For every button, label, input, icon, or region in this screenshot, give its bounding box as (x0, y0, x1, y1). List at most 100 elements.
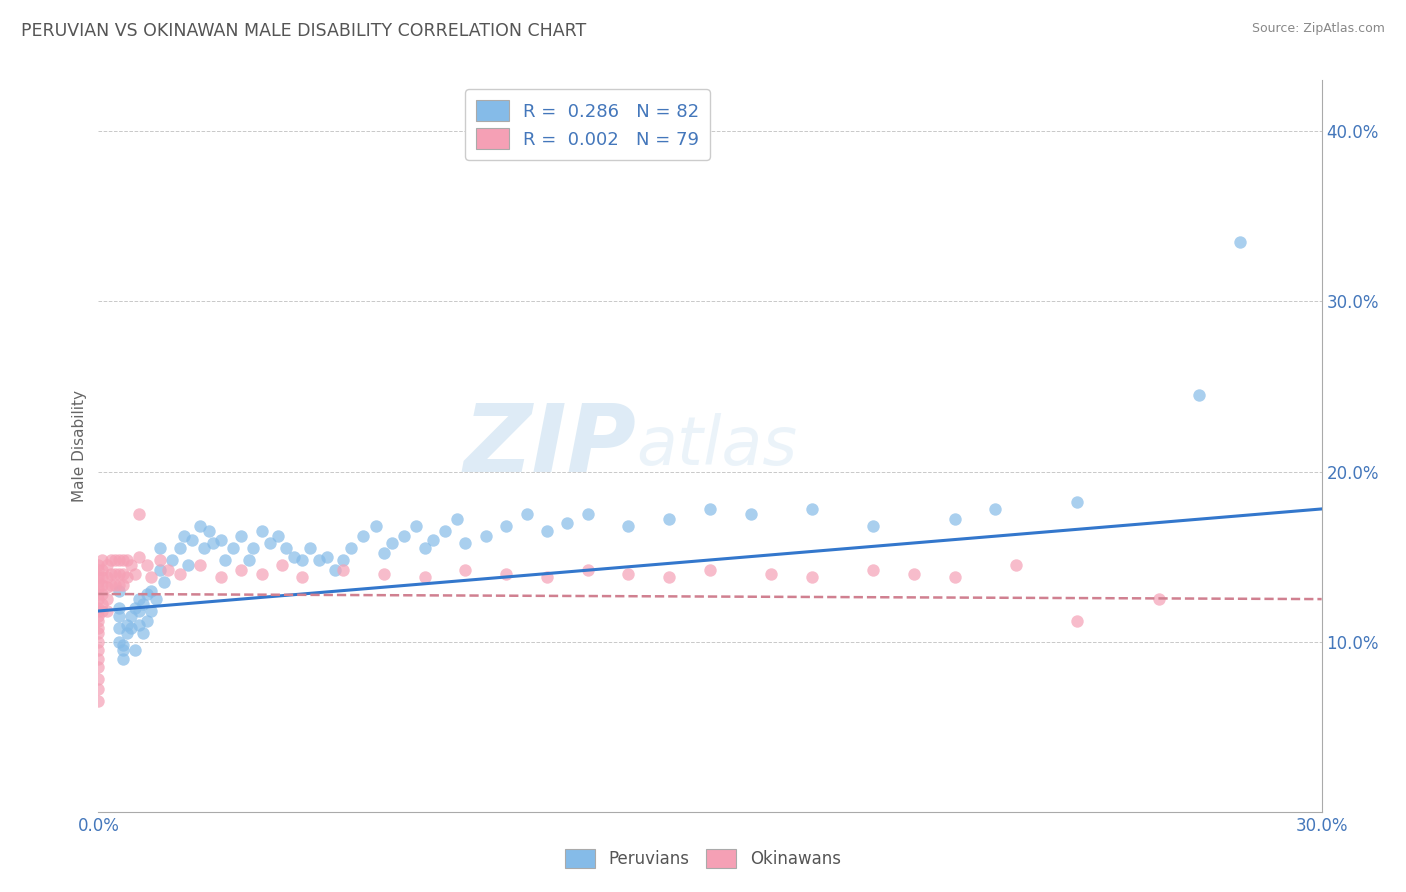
Point (136, 587, 159, 601)
Point (132, 597, 155, 611)
Point (128, 592, 150, 607)
Point (943, 512, 966, 526)
Point (903, 566, 925, 581)
Point (108, 553, 131, 567)
Point (115, 626, 138, 640)
Point (422, 533, 444, 547)
Point (87, 651, 110, 665)
Point (141, 604, 163, 618)
Point (454, 536, 477, 550)
Point (100, 578, 122, 592)
Point (576, 507, 599, 521)
Point (128, 507, 150, 521)
Point (201, 536, 224, 550)
Point (315, 549, 337, 564)
Point (231, 563, 253, 577)
Point (181, 533, 204, 547)
Point (259, 536, 281, 550)
Point (536, 524, 558, 538)
Point (87, 626, 110, 640)
Point (91, 553, 114, 567)
Point (108, 609, 131, 624)
Text: atlas: atlas (637, 413, 797, 479)
Point (87, 609, 110, 624)
Point (111, 553, 134, 567)
Text: Source: ZipAtlas.com: Source: ZipAtlas.com (1251, 22, 1385, 36)
Point (740, 507, 762, 521)
Point (111, 638, 134, 652)
Point (1066, 614, 1088, 628)
Point (801, 502, 824, 516)
Legend: Peruvians, Okinawans: Peruvians, Okinawans (558, 842, 848, 875)
Point (173, 529, 195, 543)
Point (413, 570, 436, 584)
Point (413, 541, 436, 555)
Point (283, 549, 305, 564)
Text: PERUVIAN VS OKINAWAN MALE DISABILITY CORRELATION CHART: PERUVIAN VS OKINAWAN MALE DISABILITY COR… (21, 22, 586, 40)
Point (862, 563, 884, 577)
Point (152, 575, 174, 590)
Point (434, 524, 457, 538)
Point (188, 558, 212, 572)
Point (87, 634, 110, 648)
Point (132, 626, 155, 640)
Point (516, 507, 538, 521)
Point (364, 519, 387, 533)
Point (454, 563, 477, 577)
Point (495, 566, 517, 581)
Point (160, 553, 183, 567)
Point (87, 621, 110, 635)
Point (104, 578, 127, 592)
Point (323, 563, 346, 577)
Point (141, 570, 163, 584)
Point (87, 563, 110, 577)
Point (1147, 592, 1170, 607)
Point (108, 578, 131, 592)
Point (87, 587, 110, 601)
Point (108, 634, 131, 648)
Point (291, 570, 314, 584)
Point (91, 578, 114, 592)
Point (188, 519, 212, 533)
Point (145, 592, 167, 607)
Point (149, 553, 172, 567)
Text: ZIP: ZIP (464, 400, 637, 492)
Point (177, 558, 200, 572)
Point (373, 546, 395, 560)
Point (87, 643, 110, 657)
Point (91, 604, 114, 618)
Point (658, 570, 681, 584)
Point (352, 529, 374, 543)
Point (120, 609, 142, 624)
Point (104, 553, 127, 567)
Point (108, 583, 131, 598)
Point (222, 541, 245, 555)
Point (141, 583, 163, 598)
Point (495, 519, 517, 533)
Point (136, 614, 159, 628)
Point (87, 694, 110, 708)
Point (91, 563, 114, 577)
Point (308, 553, 330, 567)
Point (699, 563, 721, 577)
Point (555, 516, 579, 530)
Point (87, 660, 110, 674)
Point (156, 563, 179, 577)
Point (238, 553, 260, 567)
Point (197, 524, 219, 538)
Point (761, 566, 783, 581)
Point (149, 563, 172, 577)
Point (124, 600, 146, 615)
Point (193, 541, 215, 555)
Point (1229, 235, 1251, 249)
Point (96, 592, 118, 607)
Point (270, 558, 294, 572)
Point (373, 566, 395, 581)
Point (242, 541, 264, 555)
Point (87, 580, 110, 594)
Point (943, 570, 966, 584)
Point (209, 533, 232, 547)
Point (120, 558, 142, 572)
Point (340, 541, 363, 555)
Point (136, 558, 159, 572)
